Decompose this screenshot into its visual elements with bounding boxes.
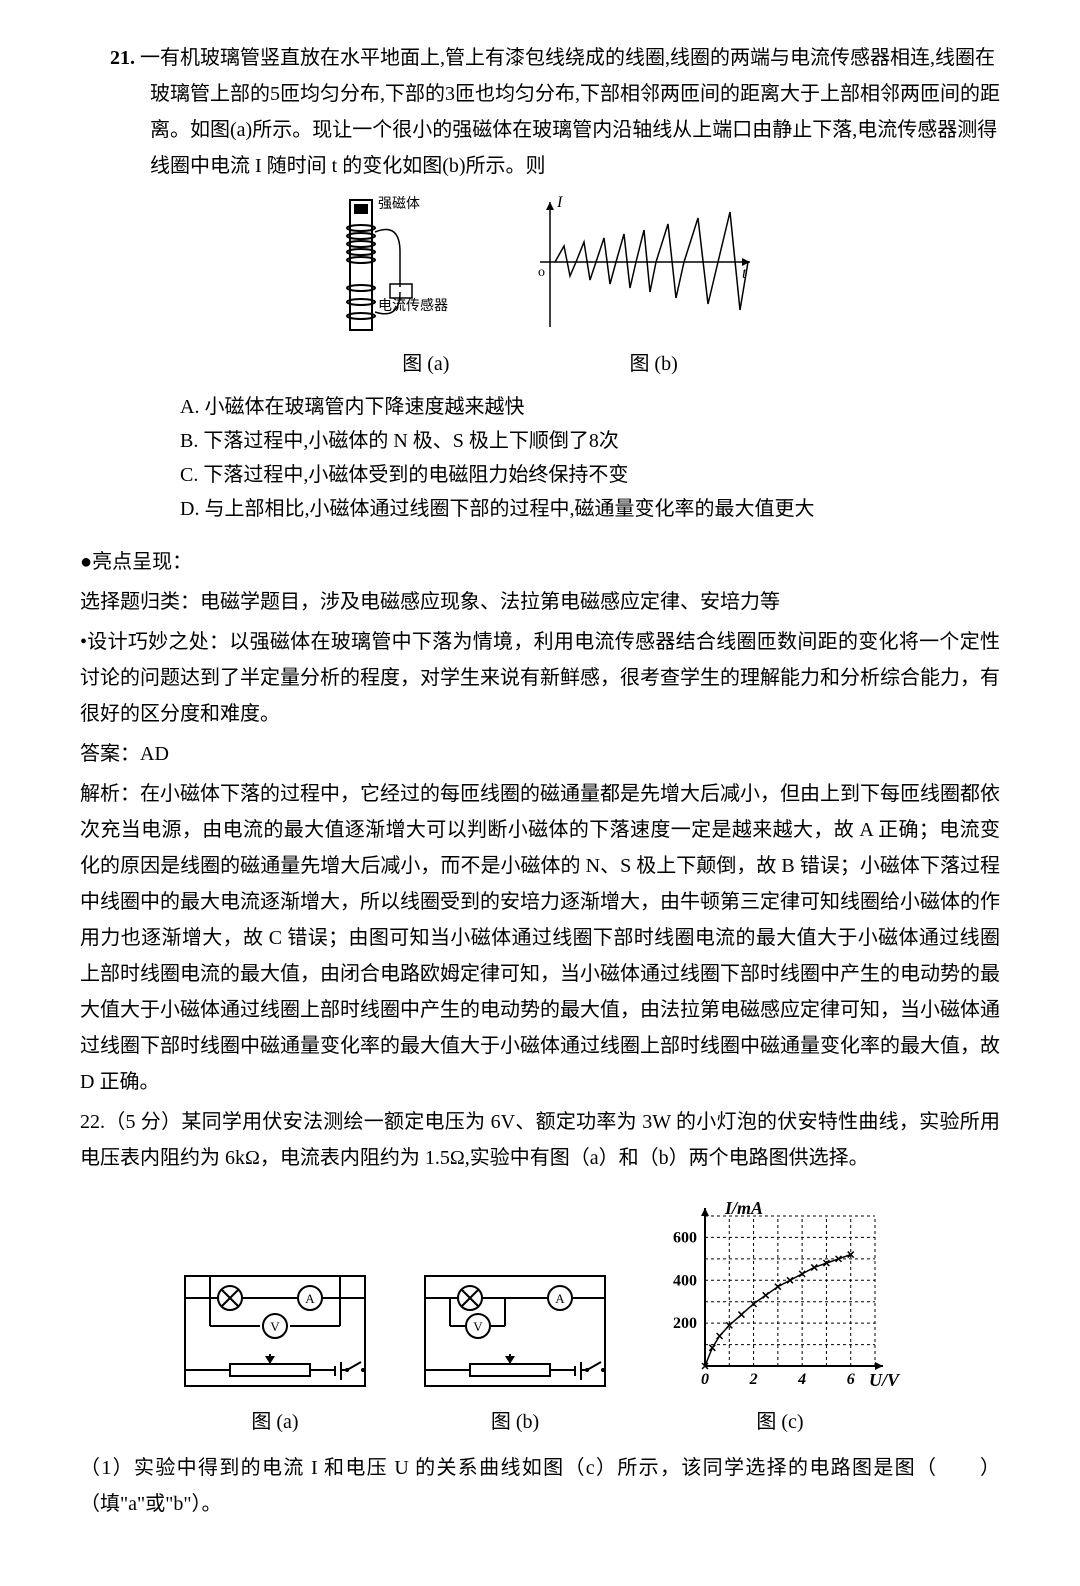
- circuit-b: A V: [415, 1266, 615, 1396]
- magnet-label: 强磁体: [378, 196, 420, 212]
- q21-options: A. 小磁体在玻璃管内下降速度越来越快 B. 下落过程中,小磁体的 N 极、S …: [80, 390, 1000, 526]
- opt-A: A. 小磁体在玻璃管内下降速度越来越快: [180, 390, 1000, 424]
- axis-I: I: [556, 194, 563, 211]
- analysis: 解析：在小磁体下落的过程中，它经过的每匝线圈的磁通量都是先增大后减小，但由上到下…: [80, 776, 1000, 1100]
- svg-text:2: 2: [749, 1371, 758, 1388]
- q21-stem: 21. 一有机玻璃管竖直放在水平地面上,管上有漆包线绕成的线圈,线圈的两端与电流…: [80, 40, 1000, 184]
- highlight-title: ●亮点呈现：: [80, 544, 1000, 580]
- circuit-b-box: A V: [415, 1266, 615, 1440]
- q21-diagram-row: 强磁体 电流传感器 I t o: [80, 192, 1000, 342]
- sensor-label: 电流传感器: [378, 297, 448, 314]
- chart-c: 0 2 4 6 200 400 600 I/mA U/V: [655, 1196, 905, 1396]
- q21-fig-b: I t o: [530, 192, 760, 342]
- circuit-a-box: A V: [175, 1266, 375, 1440]
- opt-B: B. 下落过程中,小磁体的 N 极、S 极上下顺倒了8次: [180, 424, 1000, 458]
- svg-text:200: 200: [673, 1315, 697, 1332]
- q21-stem-text: 一有机玻璃管竖直放在水平地面上,管上有漆包线绕成的线圈,线圈的两端与电流传感器相…: [140, 47, 1000, 177]
- fig-a-label: 图 (a): [175, 1404, 375, 1440]
- svg-text:A: A: [555, 1291, 565, 1306]
- q21-number: 21.: [110, 47, 135, 69]
- classify: 选择题归类：电磁学题目，涉及电磁感应现象、法拉第电磁感应定律、安培力等: [80, 584, 1000, 620]
- q22-header: 22.（5 分）某同学用伏安法测绘一额定电压为 6V、额定功率为 3W 的小灯泡…: [80, 1104, 1000, 1176]
- answer: 答案：AD: [80, 736, 1000, 772]
- svg-text:V: V: [270, 1319, 280, 1334]
- cap-a: 图 (a): [402, 346, 449, 382]
- svg-text:600: 600: [673, 1229, 697, 1246]
- cap-b: 图 (b): [629, 346, 677, 382]
- svg-text:6: 6: [847, 1371, 855, 1388]
- axis-o: o: [538, 265, 545, 280]
- svg-text:4: 4: [797, 1371, 806, 1388]
- opt-C: C. 下落过程中,小磁体受到的电磁阻力始终保持不变: [180, 458, 1000, 492]
- circuit-a: A V: [175, 1266, 375, 1396]
- svg-text:V: V: [473, 1319, 483, 1334]
- fig-b-label: 图 (b): [415, 1404, 615, 1440]
- svg-text:0: 0: [701, 1371, 709, 1388]
- fig-c-label: 图 (c): [655, 1404, 905, 1440]
- q22-diagrams: A V: [80, 1196, 1000, 1440]
- q21-captions: 图 (a) 图 (b): [80, 346, 1000, 382]
- svg-text:I/mA: I/mA: [724, 1198, 763, 1218]
- opt-D: D. 与上部相比,小磁体通过线圈下部的过程中,磁通量变化率的最大值更大: [180, 492, 1000, 526]
- q22-sub1: （1）实验中得到的电流 I 和电压 U 的关系曲线如图（c）所示，该同学选择的电…: [80, 1450, 1000, 1522]
- svg-text:U/V: U/V: [869, 1370, 901, 1390]
- cleverness: •设计巧妙之处：以强磁体在玻璃管中下落为情境，利用电流传感器结合线圈匝数间距的变…: [80, 624, 1000, 732]
- svg-text:400: 400: [673, 1272, 697, 1289]
- svg-text:A: A: [305, 1291, 315, 1306]
- chart-c-box: 0 2 4 6 200 400 600 I/mA U/V 图 (c): [655, 1196, 905, 1440]
- q21-fig-a: 强磁体 电流传感器: [320, 192, 470, 342]
